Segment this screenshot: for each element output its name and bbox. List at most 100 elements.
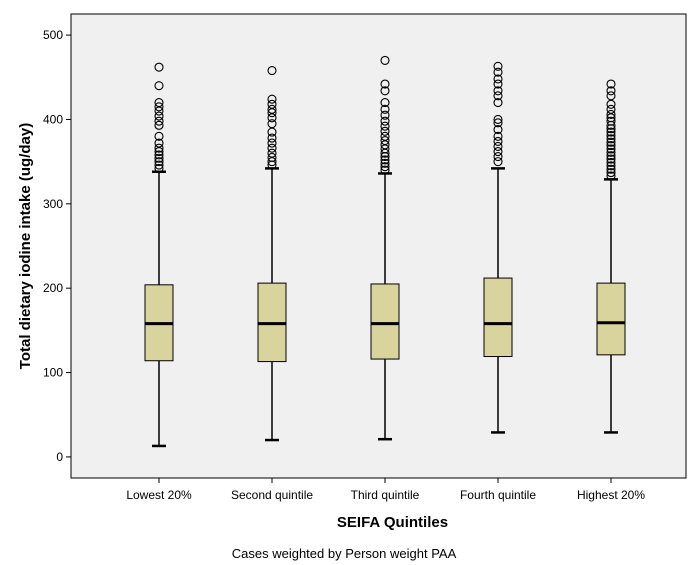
outlier-point — [154, 81, 164, 91]
outlier-point — [493, 67, 503, 77]
outlier-point — [380, 165, 390, 175]
outlier-point — [380, 126, 390, 136]
outlier-point — [380, 135, 390, 146]
outlier-point — [154, 153, 164, 163]
outlier-point — [606, 168, 616, 178]
box-3 — [370, 55, 400, 441]
iqr-box — [370, 283, 400, 360]
outlier-point — [606, 171, 616, 181]
outlier-point — [493, 125, 503, 135]
x-axis-title: SEIFA Quintiles — [337, 514, 448, 531]
outlier-point — [606, 86, 616, 96]
outlier-point — [380, 86, 390, 96]
outlier-point — [154, 150, 164, 160]
outlier-point — [267, 138, 277, 148]
outlier-point — [606, 151, 616, 161]
outlier-point — [267, 65, 277, 76]
outlier-point — [606, 141, 616, 151]
outlier-point — [380, 110, 390, 120]
outlier-point — [606, 137, 616, 147]
outlier-point — [154, 120, 164, 130]
outlier-point — [380, 155, 390, 165]
outlier-point — [606, 147, 616, 157]
footnote: Cases weighted by Person weight PAA — [231, 546, 457, 561]
outlier-point — [154, 143, 164, 153]
x-tick-label: Lowest 20% — [126, 488, 192, 502]
outlier-point — [380, 79, 390, 89]
y-axis: 0 100 200 300 400 500 — [43, 28, 71, 464]
outlier-point — [493, 136, 503, 146]
outlier-point — [154, 116, 164, 126]
y-tick-label: 0 — [56, 450, 63, 464]
box-2 — [257, 65, 287, 442]
outlier-point — [606, 79, 616, 89]
outlier-point — [154, 131, 164, 141]
outlier-point — [606, 91, 616, 101]
y-tick-label: 400 — [43, 112, 63, 126]
outlier-point — [380, 121, 390, 131]
outlier-point — [606, 127, 616, 137]
outlier-point — [606, 144, 616, 154]
x-axis: Lowest 20% Second quintile Third quintile F… — [126, 478, 645, 502]
outlier-point — [267, 148, 277, 158]
x-tick-label: Second quintile — [231, 488, 313, 502]
outlier-point — [493, 98, 503, 108]
outlier-point — [606, 154, 616, 164]
outlier-point — [154, 157, 164, 167]
y-axis-title: Total dietary iodine intake (ug/day) — [17, 123, 34, 369]
outlier-point — [267, 104, 277, 114]
outlier-point — [380, 98, 390, 108]
outlier-point — [493, 79, 503, 89]
outlier-point — [380, 104, 390, 114]
outlier-point — [493, 131, 503, 141]
outlier-point — [154, 138, 164, 148]
outlier-point — [606, 116, 616, 126]
outlier-point — [267, 143, 277, 153]
outlier-point — [493, 118, 503, 128]
outlier-point — [154, 111, 164, 121]
outlier-point — [380, 116, 390, 126]
x-tick-label: Fourth quintile — [460, 488, 536, 502]
outlier-point — [267, 119, 277, 129]
outlier-point — [267, 99, 277, 109]
outlier-point — [380, 158, 390, 168]
outlier-point — [606, 161, 616, 171]
outlier-point — [267, 94, 277, 104]
outlier-point — [493, 74, 503, 84]
outlier-point — [493, 141, 503, 152]
outlier-point — [606, 134, 616, 144]
outlier-point — [493, 91, 503, 101]
outlier-point — [606, 109, 616, 119]
outlier-point — [154, 102, 164, 112]
y-tick-label: 100 — [43, 366, 63, 380]
outlier-point — [493, 157, 503, 167]
box-5 — [596, 79, 626, 434]
plot-area — [70, 13, 687, 479]
box-4 — [483, 61, 513, 434]
y-tick-label: 500 — [43, 28, 63, 42]
outlier-point — [606, 164, 616, 174]
iqr-box — [483, 277, 513, 358]
outlier-point — [154, 98, 164, 108]
outlier-point — [267, 152, 277, 162]
outlier-point — [154, 163, 164, 173]
outlier-point — [380, 55, 390, 65]
outlier-point — [493, 114, 503, 125]
outlier-point — [606, 157, 616, 168]
outlier-point — [267, 133, 277, 143]
box-series — [144, 55, 626, 448]
x-tick-label: Third quintile — [351, 488, 420, 502]
outlier-point — [606, 130, 616, 141]
outlier-point — [380, 162, 390, 172]
outlier-point — [493, 146, 503, 157]
x-tick-label: Highest 20% — [577, 488, 645, 502]
box-1 — [144, 62, 174, 448]
outlier-point — [154, 160, 164, 170]
iqr-box — [596, 282, 626, 356]
outlier-point — [606, 104, 616, 114]
outlier-point — [154, 62, 164, 72]
outlier-point — [493, 86, 503, 96]
y-tick-label: 300 — [43, 197, 63, 211]
outlier-point — [493, 61, 503, 71]
